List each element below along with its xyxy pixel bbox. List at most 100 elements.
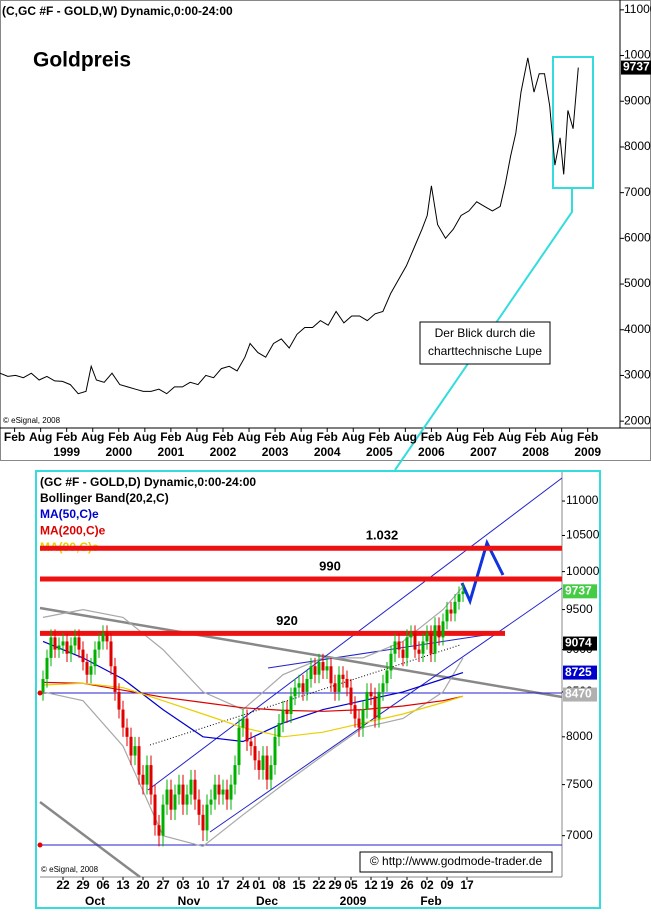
candle-body	[281, 709, 285, 724]
marker	[37, 842, 43, 848]
x-tick-label: 24	[236, 878, 250, 892]
candle-body	[297, 683, 301, 688]
candle-body	[61, 641, 65, 646]
candle-body	[69, 645, 73, 654]
x-tick-label: 20	[136, 878, 150, 892]
x-tick-label: 08	[272, 878, 286, 892]
candle-body	[221, 789, 225, 795]
candle-body	[365, 691, 369, 710]
y-tick-label: 4000	[624, 322, 651, 336]
candle-body	[285, 709, 289, 715]
candle-body	[289, 696, 293, 715]
candle-body	[397, 641, 401, 650]
x-tick-label: 05	[344, 878, 358, 892]
candle-body	[73, 637, 77, 646]
candle-body	[429, 633, 433, 654]
candle-body	[125, 727, 129, 737]
candle-body	[293, 687, 297, 697]
x-tick-label: Aug	[29, 430, 52, 444]
projection	[460, 538, 505, 606]
callout-text: charttechnische Lupe	[428, 344, 542, 358]
candle-body	[233, 765, 237, 785]
year-label: 1999	[53, 445, 80, 459]
year-label: 2003	[262, 445, 289, 459]
candle-body	[189, 779, 193, 795]
x-tick-label: Feb	[108, 430, 129, 444]
x-tick-label: 13	[116, 878, 130, 892]
candle-body	[453, 601, 457, 614]
x-tick-label: 27	[156, 878, 170, 892]
candle-body	[405, 637, 409, 658]
x-tick-label: Aug	[237, 430, 260, 444]
candle-body	[257, 760, 261, 770]
candle-body	[249, 741, 253, 747]
y-tick-label: 7000	[566, 828, 593, 842]
level-label: 920	[276, 613, 298, 628]
month-label: Oct	[85, 894, 105, 908]
candle-body	[245, 718, 249, 742]
price-marker-label: 9737	[565, 584, 592, 598]
candle-body	[341, 674, 345, 679]
candle-body	[413, 633, 417, 650]
candle-body	[265, 755, 269, 780]
candle-body	[41, 678, 45, 692]
candle-body	[449, 609, 453, 614]
candle-body	[309, 666, 313, 679]
candle-body	[425, 633, 429, 642]
candle-body	[197, 799, 201, 815]
x-tick-label: Aug	[81, 430, 104, 444]
candle-body	[149, 765, 153, 795]
x-tick-label: 02	[420, 878, 434, 892]
month-label: Dec	[256, 894, 278, 908]
candle-body	[177, 784, 181, 795]
candle-body	[205, 804, 209, 831]
y-tick-label: 7500	[566, 777, 593, 791]
x-tick-label: 29	[76, 878, 90, 892]
candle-body	[361, 709, 365, 728]
last-price-label: 9737	[623, 60, 650, 74]
candle-body	[277, 723, 281, 737]
year-label: 2002	[210, 445, 237, 459]
candle-body	[173, 794, 177, 810]
trend-line	[209, 587, 563, 833]
x-tick-label: Aug	[498, 430, 521, 444]
year-label: 2004	[314, 445, 341, 459]
x-tick-label: 03	[176, 878, 190, 892]
x-tick-label: Feb	[421, 430, 442, 444]
credit: © http://www.godmode-trader.de	[370, 854, 543, 868]
candle-body	[329, 666, 333, 684]
y-tick-label: 11000	[566, 493, 599, 507]
price-marker-label: 8725	[565, 665, 592, 679]
candle-body	[301, 683, 305, 692]
y-tick-label: 8000	[566, 729, 593, 743]
candle-body	[157, 825, 161, 836]
candle-body	[381, 683, 385, 692]
candle-body	[389, 653, 393, 671]
x-tick-label: 17	[216, 878, 230, 892]
price-line	[0, 57, 579, 395]
x-tick-label: Feb	[264, 430, 285, 444]
y-tick-label: 7000	[624, 185, 651, 199]
y-tick-label: 5000	[624, 276, 651, 290]
x-tick-label: 06	[96, 878, 110, 892]
candle-body	[109, 641, 113, 667]
candle-body	[417, 649, 421, 654]
candle-body	[325, 666, 329, 671]
x-tick-label: 26	[400, 878, 414, 892]
month-label: Feb	[420, 894, 441, 908]
candle-body	[45, 657, 49, 679]
y-tick-label: 2000	[624, 413, 651, 427]
candle-body	[385, 670, 389, 684]
legend-entry: MA(200,C)e	[40, 524, 106, 538]
candle-body	[57, 645, 61, 650]
candle-body	[457, 594, 461, 602]
callout-line	[394, 188, 573, 471]
candle-body	[421, 641, 425, 654]
year-label: 2006	[418, 445, 445, 459]
candle-body	[393, 641, 397, 654]
price-marker	[563, 636, 597, 651]
candle-body	[145, 765, 149, 785]
candle-body	[161, 804, 165, 836]
level-label: 990	[319, 558, 341, 573]
candle-body	[349, 687, 353, 706]
